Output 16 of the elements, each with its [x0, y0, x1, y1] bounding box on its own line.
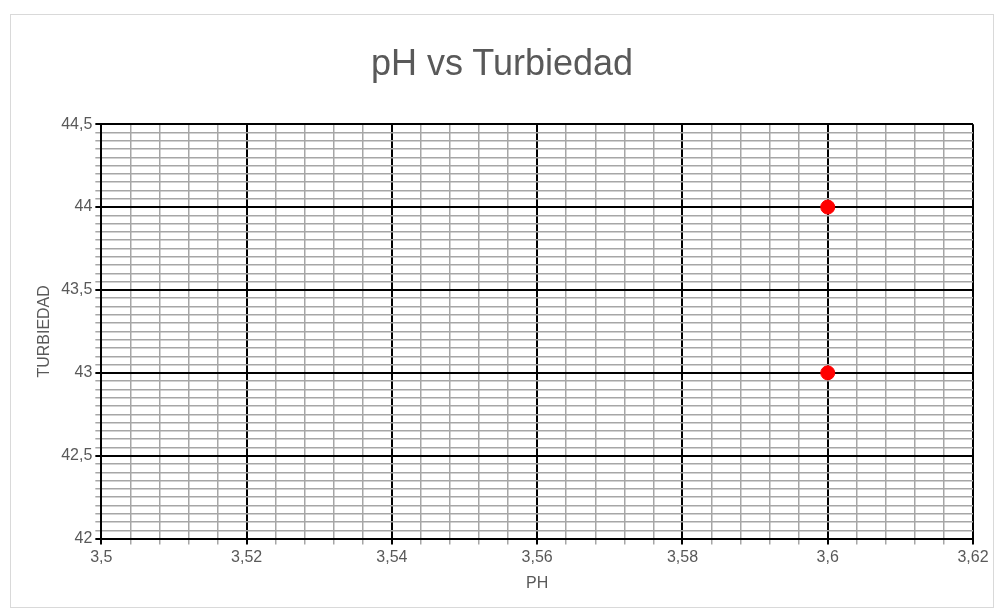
y-tick-label: 43,5 [61, 280, 93, 298]
x-axis-title: PH [526, 573, 549, 591]
x-tick-label: 3,62 [957, 547, 989, 565]
x-tick-label: 3,54 [376, 547, 408, 565]
y-tick-label: 42 [74, 529, 93, 547]
x-tick-label: 3,58 [666, 547, 699, 565]
y-tick-label: 43 [74, 363, 93, 381]
y-axis-title: TURBIEDAD [35, 285, 53, 378]
x-tick-label: 3,52 [231, 547, 263, 565]
x-tick-label: 3,56 [521, 547, 553, 565]
y-tick-label: 44 [74, 197, 93, 215]
x-tick-label: 3,6 [816, 547, 839, 565]
y-tick-label: 42,5 [61, 446, 93, 464]
x-tick-label: 3,5 [90, 547, 113, 565]
chart-title: pH vs Turbiedad [370, 41, 634, 83]
y-tick-label: 44,5 [61, 114, 93, 132]
